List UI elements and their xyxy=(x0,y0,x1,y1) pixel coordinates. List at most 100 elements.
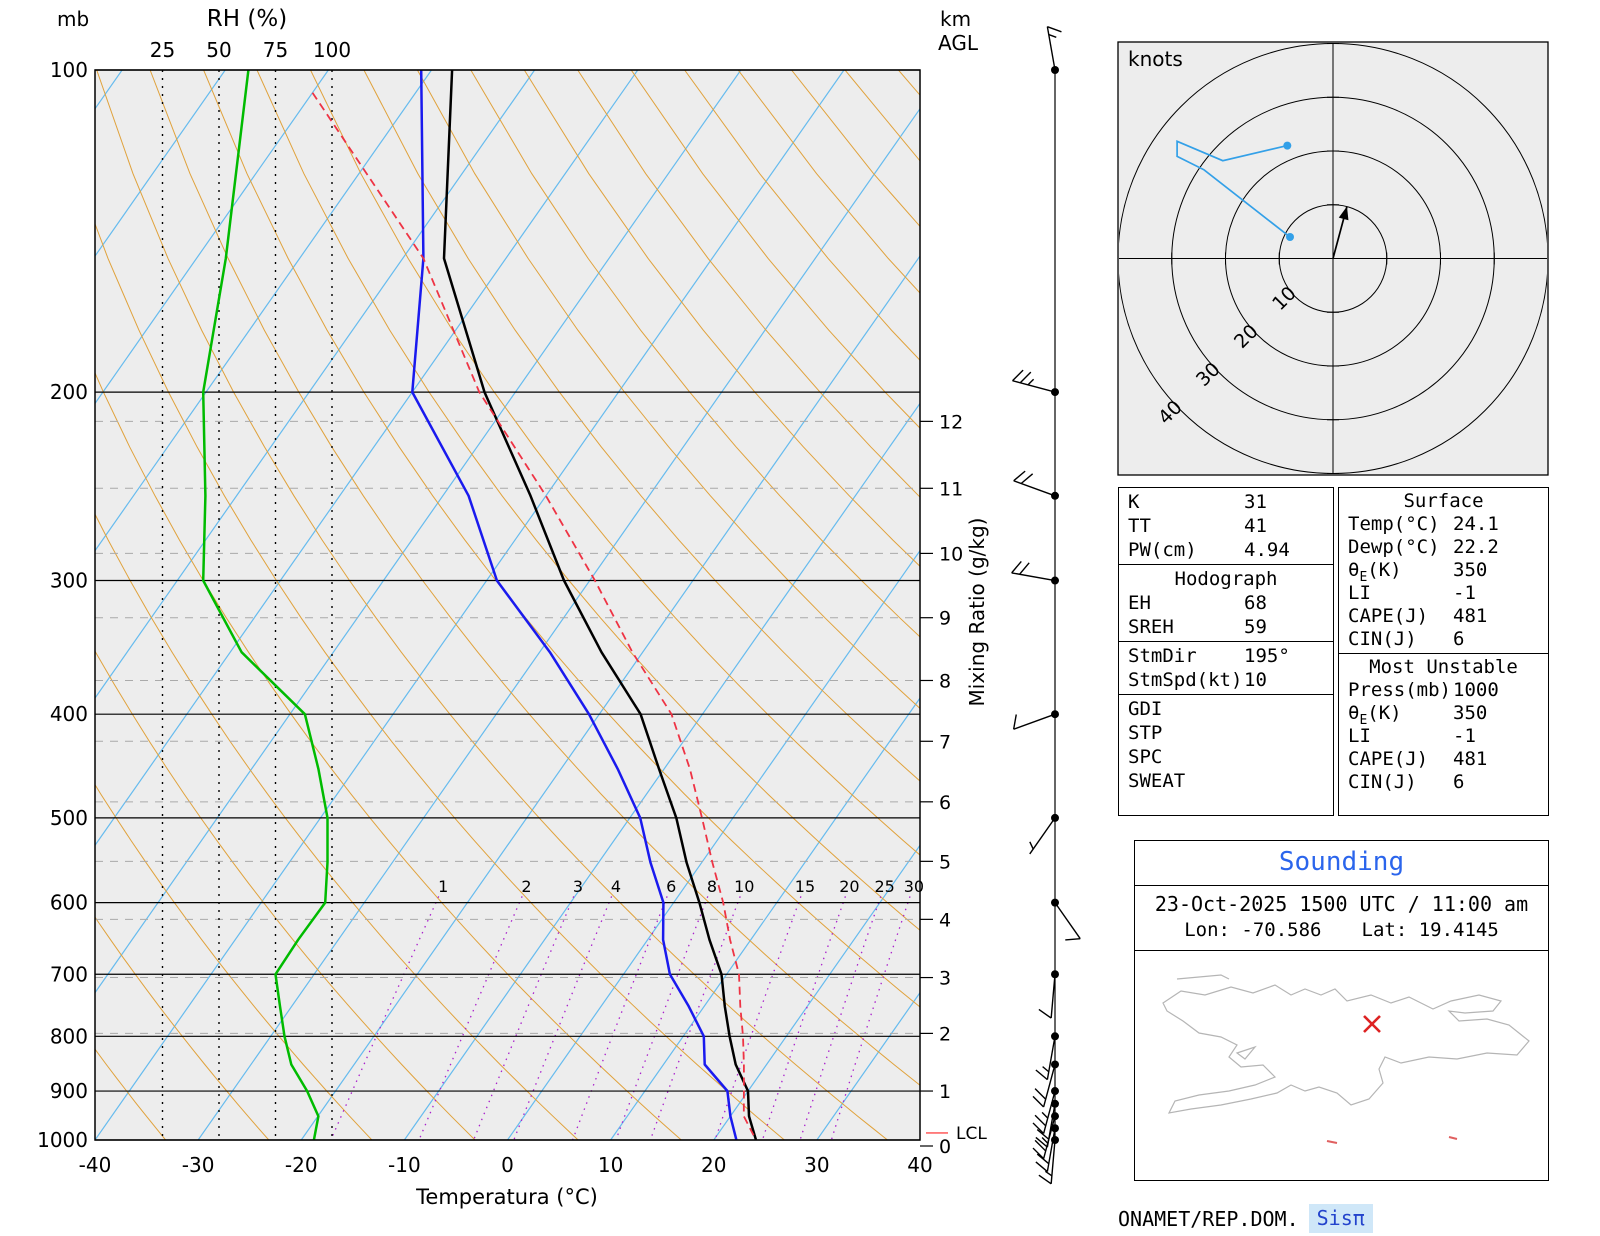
stat-row: PW(cm) 4.94 xyxy=(1128,538,1324,562)
height-tick-label: 5 xyxy=(939,851,951,873)
stat-row: θE(K) 350 xyxy=(1348,559,1539,585)
stat-value: -1 xyxy=(1453,725,1476,747)
temperature-tick-label: -30 xyxy=(182,1153,215,1177)
pressure-tick-label: 900 xyxy=(50,1079,88,1103)
mixing-ratio-label: 3 xyxy=(573,877,583,896)
stats-section: Most Unstable Press(mb) 1000 θE(K) 350 LI -1 CA… xyxy=(1339,653,1548,796)
sounding-panel: Sounding 23-Oct-2025 1500 UTC / 11:00 am… xyxy=(1134,840,1549,1181)
sounding-latitude: Lat: 19.4145 xyxy=(1361,919,1499,941)
pressure-tick-label: 600 xyxy=(50,891,88,915)
pressure-tick-label: 200 xyxy=(50,380,88,404)
stat-row: CAPE(J) 481 xyxy=(1348,605,1539,628)
stat-value: 481 xyxy=(1453,748,1488,770)
pressure-tick-label: 500 xyxy=(50,806,88,830)
stat-label: Press(mb) xyxy=(1348,679,1451,701)
island-coastline xyxy=(1162,984,1530,1114)
stat-label: StmDir xyxy=(1128,645,1197,667)
height-tick-label: 11 xyxy=(939,478,963,500)
isotherm-lines xyxy=(95,70,920,1140)
footer: ONAMET/REP.DOM. Sisπ xyxy=(1118,1204,1373,1233)
rh-tick-label: 25 xyxy=(150,38,175,62)
temperature-tick-label: -40 xyxy=(79,1153,112,1177)
temperature-tick-label: 30 xyxy=(804,1153,829,1177)
stat-row: K 31 xyxy=(1128,490,1324,514)
sounding-datetime-block: 23-Oct-2025 1500 UTC / 11:00 am Lon: -70… xyxy=(1135,886,1548,951)
mixing-ratio-label: 25 xyxy=(874,877,894,896)
stat-row: StmSpd(kt) 10 xyxy=(1128,668,1324,692)
height-tick-label: 7 xyxy=(939,731,951,753)
sounding-coordinates: Lon: -70.586 Lat: 19.4145 xyxy=(1135,918,1548,943)
stat-value: 350 xyxy=(1453,702,1488,724)
stat-label: SWEAT xyxy=(1128,770,1186,792)
stat-label: PW(cm) xyxy=(1128,539,1197,561)
stat-row: Dewp(°C) 22.2 xyxy=(1348,536,1539,559)
height-axis-title-2: AGL xyxy=(938,31,979,55)
indices-table: K 31 TT 41 PW(cm) 4.94 Hodograph EH 68 SREH 59 StmD… xyxy=(1118,487,1334,816)
rh-tick-label: 50 xyxy=(206,38,231,62)
temperature-axis-title: Temperatura (°C) xyxy=(415,1185,598,1209)
stat-label: TT xyxy=(1128,515,1151,537)
stat-label: Temp(°C) xyxy=(1348,513,1440,535)
stat-row: CIN(J) 6 xyxy=(1348,771,1539,794)
stat-row: CAPE(J) 481 xyxy=(1348,748,1539,771)
temperature-tick-label: 40 xyxy=(907,1153,932,1177)
pressure-tick-label: 700 xyxy=(50,962,88,986)
stat-value: 1000 xyxy=(1453,679,1499,701)
pressure-tick-label: 300 xyxy=(50,569,88,593)
sounding-longitude: Lon: -70.586 xyxy=(1184,919,1322,941)
height-tick-label: 9 xyxy=(939,608,951,630)
stat-label: STP xyxy=(1128,722,1163,744)
stat-value: 10 xyxy=(1244,669,1267,691)
pressure-tick-label: 100 xyxy=(50,58,88,82)
rh-axis-title: RH (%) xyxy=(207,6,287,32)
pressure-tick-label: 1000 xyxy=(37,1128,88,1152)
stat-value: 68 xyxy=(1244,592,1267,614)
stats-section: Hodograph EH 68 SREH 59 xyxy=(1119,564,1333,641)
mixing-ratio-label: 4 xyxy=(611,877,621,896)
mixing-ratio-lines xyxy=(330,896,911,1140)
wind-barb-column xyxy=(1011,26,1081,1185)
hodograph-trace-dot xyxy=(1283,141,1292,150)
stats-section: GDI STP SPC SWEAT xyxy=(1119,694,1333,795)
stat-label: θE(K) xyxy=(1348,702,1402,728)
temperature-curve xyxy=(442,70,758,1140)
location-map xyxy=(1135,951,1548,1175)
hispaniola-map xyxy=(1162,974,1530,1144)
dewpoint-curve xyxy=(411,70,738,1140)
stat-row: STP xyxy=(1128,721,1324,745)
pressure-tick-label: 800 xyxy=(50,1024,88,1048)
sounding-panel-title: Sounding xyxy=(1135,841,1548,886)
stat-value: 31 xyxy=(1244,491,1267,513)
stat-label: LI xyxy=(1348,582,1371,604)
stat-label: CIN(J) xyxy=(1348,771,1417,793)
rh-tick-label: 75 xyxy=(263,38,288,62)
stat-label: SPC xyxy=(1128,746,1163,768)
mixing-ratio-label: 6 xyxy=(666,877,676,896)
stat-row: SREH 59 xyxy=(1128,615,1324,639)
stat-row: LI -1 xyxy=(1348,582,1539,605)
stat-value xyxy=(1244,697,1324,721)
stats-section-title: Most Unstable xyxy=(1369,656,1518,678)
stat-label: Dewp(°C) xyxy=(1348,536,1440,558)
pressure-axis-title: mb xyxy=(57,7,89,31)
pressure-tick-label: 400 xyxy=(50,702,88,726)
stat-row: LI -1 xyxy=(1348,725,1539,748)
height-axis-title: km xyxy=(940,7,971,31)
stat-value: 6 xyxy=(1453,628,1465,650)
stat-label: StmSpd(kt) xyxy=(1128,669,1243,691)
profile-curves xyxy=(201,70,758,1140)
stat-value: 6 xyxy=(1453,771,1465,793)
stat-label: K xyxy=(1128,491,1140,513)
tortuga-island xyxy=(1176,974,1230,980)
plot-border xyxy=(94,69,921,1141)
stat-label: θE(K) xyxy=(1348,559,1402,585)
height-tick-label: 3 xyxy=(939,968,951,990)
stat-value: 22.2 xyxy=(1453,536,1499,558)
stat-label: CAPE(J) xyxy=(1348,605,1429,627)
height-tick-label: 2 xyxy=(939,1023,951,1045)
height-tick-label: 4 xyxy=(939,909,951,931)
stat-value xyxy=(1244,769,1324,793)
stats-section-title: Surface xyxy=(1403,490,1484,512)
height-tick-label: 0 xyxy=(939,1136,951,1158)
